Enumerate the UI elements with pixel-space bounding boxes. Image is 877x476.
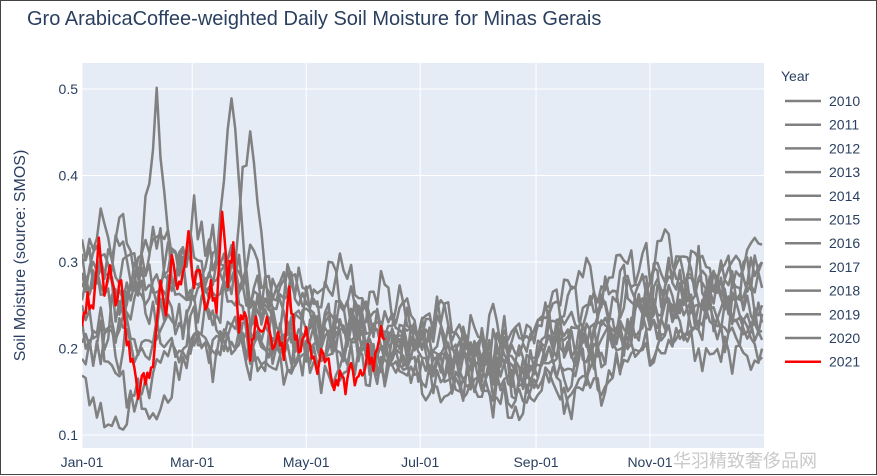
legend-label: 2019 — [829, 306, 860, 322]
y-tick-label: 0.2 — [59, 341, 79, 357]
legend-label: 2016 — [829, 235, 860, 251]
legend-item-2020[interactable]: 2020 — [785, 330, 860, 346]
x-tick-label: Jul-01 — [401, 454, 439, 470]
legend-label: 2021 — [829, 354, 860, 370]
legend-item-2017[interactable]: 2017 — [785, 259, 860, 275]
y-tick-label: 0.5 — [59, 81, 79, 97]
x-tick-label: Jan-01 — [61, 454, 104, 470]
legend-item-2014[interactable]: 2014 — [785, 188, 860, 204]
legend-label: 2012 — [829, 140, 860, 156]
legend-title: Year — [781, 68, 810, 84]
legend-label: 2014 — [829, 188, 860, 204]
legend-label: 2010 — [829, 93, 860, 109]
y-tick-label: 0.3 — [59, 254, 79, 270]
tick-layer: 0.1 0.2 0.3 0.4 0.5 Jan-01 Mar-01 May-01 Jul-01 S… — [59, 81, 673, 470]
legend-label: 2018 — [829, 283, 860, 299]
legend[interactable]: 2010 2011 2012 2013 2014 2015 2016 2017 2018 2019… — [785, 93, 860, 370]
legend-label: 2017 — [829, 259, 860, 275]
series-line-2019 — [82, 280, 764, 388]
legend-item-2013[interactable]: 2013 — [785, 164, 860, 180]
legend-item-2018[interactable]: 2018 — [785, 283, 860, 299]
legend-item-2016[interactable]: 2016 — [785, 235, 860, 251]
x-tick-label: Mar-01 — [170, 454, 215, 470]
y-tick-label: 0.1 — [59, 427, 79, 443]
legend-item-2011[interactable]: 2011 — [785, 117, 859, 133]
series-line-2018 — [82, 194, 764, 378]
watermark-text: 华羽精致奢侈品网 — [673, 451, 817, 472]
legend-item-2010[interactable]: 2010 — [785, 93, 860, 109]
x-tick-label: Nov-01 — [627, 454, 672, 470]
x-tick-label: May-01 — [283, 454, 330, 470]
legend-label: 2015 — [829, 212, 860, 228]
legend-item-2019[interactable]: 2019 — [785, 306, 860, 322]
y-axis-title: Soil Moisture (source: SMOS) — [12, 150, 29, 362]
series-layer — [82, 86, 764, 431]
legend-label: 2020 — [829, 330, 860, 346]
series-line-2021 — [82, 210, 386, 400]
legend-item-2015[interactable]: 2015 — [785, 212, 860, 228]
legend-item-2012[interactable]: 2012 — [785, 140, 860, 156]
legend-label: 2013 — [829, 164, 860, 180]
legend-item-2021[interactable]: 2021 — [785, 354, 860, 370]
chart-title: Gro ArabicaCoffee-weighted Daily Soil Mo… — [27, 8, 601, 30]
y-tick-label: 0.4 — [59, 167, 79, 183]
x-tick-label: Sep-01 — [513, 454, 558, 470]
legend-label: 2011 — [829, 117, 859, 133]
